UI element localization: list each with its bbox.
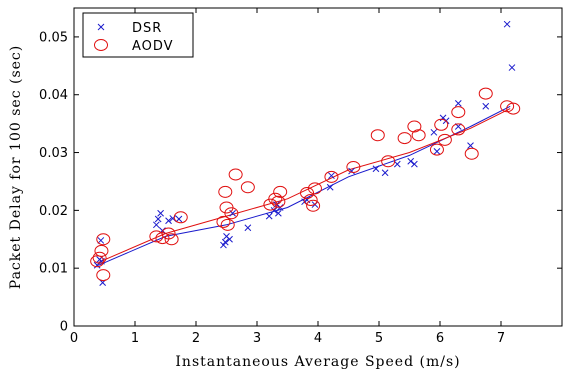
data-point-dsr [229, 209, 236, 217]
data-point-aodv [506, 102, 521, 115]
data-point-dsr [274, 209, 282, 217]
data-point-aodv [218, 185, 233, 198]
data-point-aodv [324, 170, 339, 183]
data-point-aodv [96, 233, 111, 246]
data-point-aodv [300, 187, 315, 200]
data-point-aodv [220, 218, 235, 231]
data-point-dsr [328, 172, 335, 180]
data-point-aodv [268, 192, 283, 205]
legend-marker-aodv [94, 39, 108, 51]
data-point-dsr [381, 169, 389, 177]
data-point-dsr [221, 238, 229, 246]
y-axis-label: Packet Delay for 100 sec (sec) [8, 45, 24, 289]
y-tick-label: 0.05 [39, 30, 68, 45]
series-aodv [90, 87, 521, 282]
data-point-dsr [244, 224, 252, 232]
data-point-aodv [273, 185, 288, 198]
legend-o-marker [94, 39, 108, 51]
data-point-aodv [370, 129, 385, 142]
data-point-dsr [430, 128, 438, 136]
data-point-dsr [265, 212, 273, 220]
data-point-aodv [240, 181, 255, 194]
data-point-dsr [393, 160, 401, 168]
data-point-aodv [434, 118, 449, 131]
data-point-dsr [152, 221, 160, 229]
trend-line-aodv [98, 108, 511, 263]
data-point-dsr [372, 165, 380, 173]
trend-line-dsr [98, 105, 511, 266]
data-point-aodv [397, 132, 412, 145]
data-point-dsr [454, 100, 462, 107]
x-tick-label: 4 [314, 331, 322, 346]
x-tick-label: 1 [131, 331, 139, 346]
legend-label-aodv: AODV [132, 39, 174, 54]
x-tick-label: 6 [436, 331, 444, 346]
data-point-aodv [464, 147, 479, 160]
data-point-dsr [154, 215, 162, 223]
data-point-dsr [407, 157, 415, 165]
y-tick-label: 0.01 [39, 262, 68, 277]
x-tick-label: 3 [253, 331, 261, 346]
data-point-aodv [228, 168, 243, 181]
data-point-aodv [451, 123, 466, 136]
data-point-dsr [270, 207, 278, 214]
y-tick-label: 0.02 [39, 204, 68, 219]
x-axis-label: Instantaneous Average Speed (m/s) [175, 354, 460, 370]
trend-lines [98, 105, 511, 266]
y-tick-label: 0.03 [39, 146, 68, 161]
data-point-dsr [220, 241, 227, 249]
data-point-aodv [429, 143, 444, 156]
data-point-dsr [467, 142, 474, 149]
data-point-aodv [96, 269, 111, 282]
data-point-aodv [437, 133, 452, 146]
data-point-aodv [271, 195, 286, 208]
data-point-dsr [175, 215, 183, 223]
data-point-aodv [92, 251, 107, 264]
data-point-dsr [348, 167, 355, 175]
series-dsr [93, 20, 516, 286]
data-point-dsr [433, 148, 441, 155]
data-point-dsr [508, 64, 516, 71]
data-point-aodv [164, 233, 179, 246]
data-point-aodv [500, 100, 515, 113]
legend-x-marker [97, 23, 105, 31]
data-point-aodv [224, 207, 239, 220]
data-point-aodv [307, 182, 322, 195]
x-tick-label: 0 [70, 331, 78, 346]
legend: DSR AODV [82, 12, 194, 58]
data-point-dsr [165, 217, 172, 225]
data-point-aodv [411, 129, 426, 142]
data-point-aodv [478, 87, 493, 100]
legend-box [82, 12, 194, 58]
x-tick-label: 5 [375, 331, 383, 346]
data-point-aodv [161, 227, 176, 240]
data-point-dsr [411, 160, 418, 168]
data-point-dsr [326, 183, 334, 191]
data-point-aodv [303, 193, 318, 206]
data-point-dsr [226, 235, 233, 243]
data-point-aodv [90, 255, 105, 268]
data-point-dsr [503, 20, 511, 28]
data-point-aodv [407, 120, 422, 133]
data-point-dsr [482, 102, 490, 110]
data-markers [90, 20, 521, 286]
data-point-aodv [381, 155, 396, 168]
x-tick-label: 2 [192, 331, 200, 346]
data-point-aodv [94, 244, 109, 257]
data-point-aodv [216, 215, 231, 228]
data-point-aodv [346, 161, 361, 173]
y-tick-label: 0.04 [39, 88, 68, 103]
data-point-aodv [173, 211, 188, 224]
data-point-dsr [97, 237, 105, 244]
data-point-aodv [306, 199, 321, 212]
data-point-aodv [451, 106, 466, 119]
legend-marker-dsr [97, 23, 105, 31]
x-axis: 0 1 2 3 4 5 6 7 [70, 8, 505, 346]
y-axis: 0 0.01 0.02 0.03 0.04 0.05 [39, 30, 562, 335]
y-tick-label: 0 [60, 320, 68, 335]
x-tick-label: 7 [497, 331, 505, 346]
legend-label-dsr: DSR [132, 21, 162, 36]
data-point-dsr [157, 209, 164, 217]
